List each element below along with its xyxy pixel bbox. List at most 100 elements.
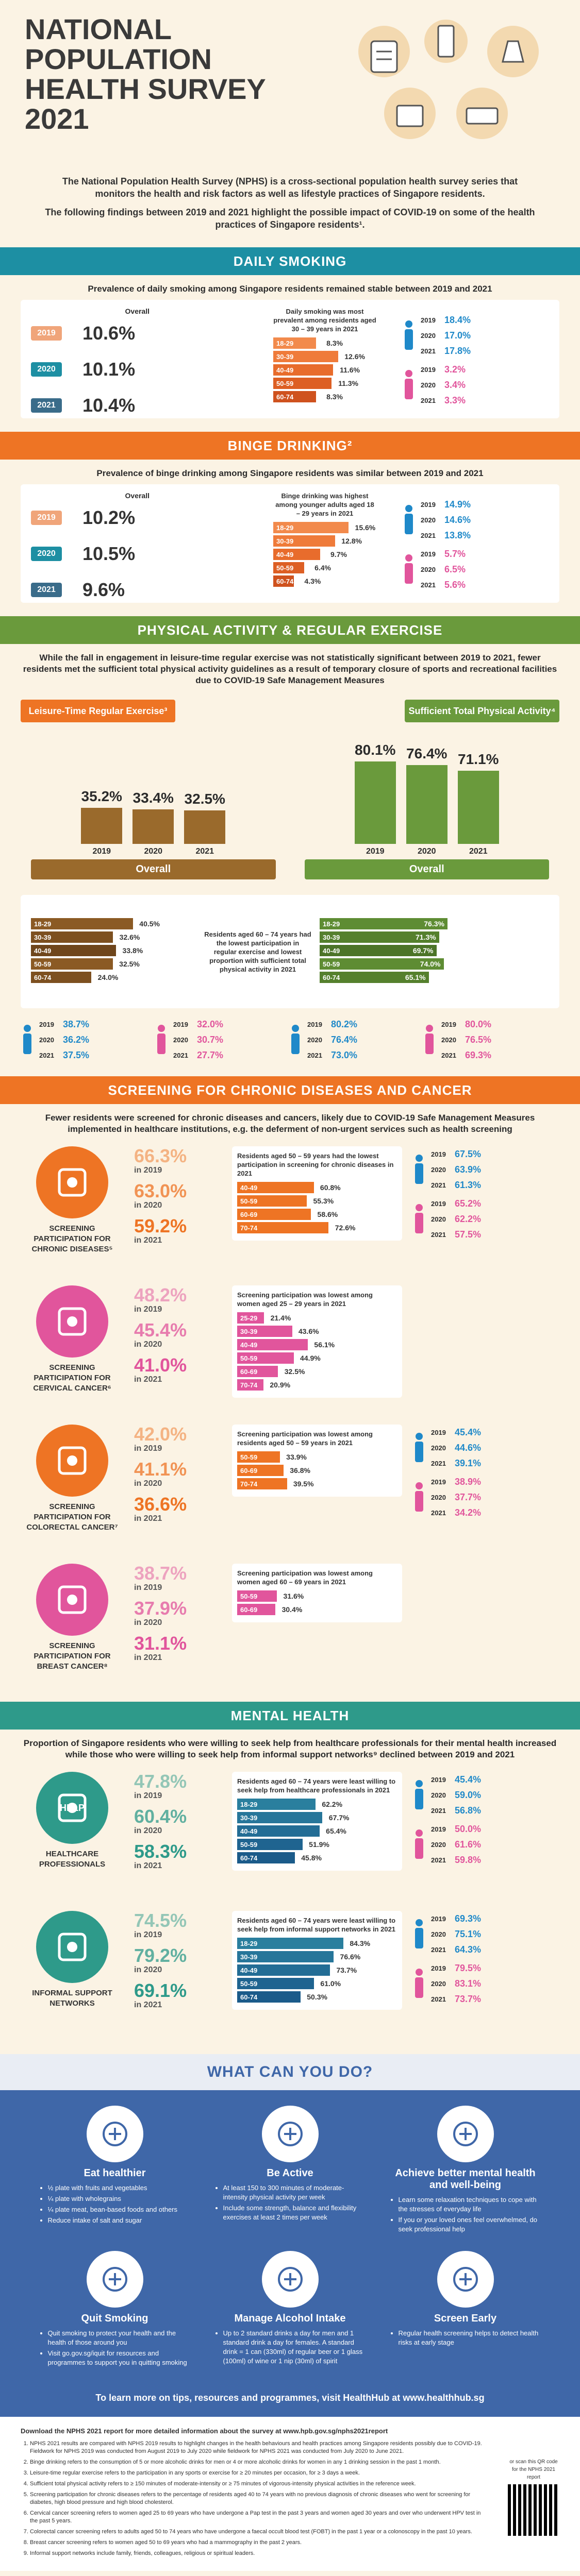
age-label: 60-74: [240, 1854, 258, 1862]
male-year: 2019: [431, 1428, 446, 1436]
smoking-years: 2019 10.6% 2020 10.1% 2021 10.4%: [31, 315, 165, 423]
bar-year: 2019: [92, 847, 111, 856]
screening-bars: Screening participation was lowest among…: [232, 1285, 402, 1398]
year-label: in 2021: [134, 1653, 162, 1662]
female-row: 2020 37.7%: [431, 1489, 481, 1505]
year-label: in 2021: [134, 1236, 162, 1245]
vertical-bar: 35.2% 2019: [81, 788, 123, 856]
male-row: 2021 64.3%: [431, 1942, 481, 1957]
age-label: 18-29: [240, 1939, 258, 1947]
year-percentage: 45.4%: [134, 1319, 187, 1341]
female-year: 2021: [441, 1051, 456, 1059]
age-bar: 60-74 50.3%: [237, 1991, 327, 2003]
male-value: 17.8%: [444, 345, 471, 356]
female-list: 2019 79.5% 2020 83.1% 2021 73.7%: [431, 1960, 481, 2007]
year-label: in 2019: [134, 1583, 162, 1592]
learn-more[interactable]: To learn more on tips, resources and pro…: [0, 2384, 580, 2417]
smoking-age-bars: 18-29 8.3% 30-39 12.6% 40-49 11.6% 50-59 11.3% 6…: [273, 337, 402, 402]
vertical-bar: 33.4% 2020: [132, 790, 174, 856]
female-year: 2021: [421, 396, 436, 404]
male-year: 2019: [431, 1775, 446, 1784]
age-label: 30-39: [276, 352, 294, 361]
female-row: 2019 5.7%: [421, 546, 466, 562]
bar-value: 35.2%: [81, 788, 122, 804]
male-value: 67.5%: [455, 1148, 482, 1159]
female-value: 30.7%: [197, 1034, 224, 1045]
male-wrap: 2019 45.4% 2020 44.6% 2021 39.1%: [412, 1425, 500, 1471]
age-value: 73.7%: [336, 1966, 357, 1974]
screening-subtitle: Fewer residents were screened for chroni…: [45, 1113, 535, 1134]
age-value: 36.8%: [290, 1466, 310, 1475]
male-year: 2021: [39, 1051, 54, 1059]
mental-block-left: INFORMAL SUPPORT NETWORKS: [21, 1911, 124, 2009]
overall-percentage: 10.2%: [82, 507, 136, 528]
male-row: 2021 37.5%: [39, 1047, 89, 1063]
age-value: 40.5%: [139, 920, 160, 928]
age-value: 33.8%: [122, 946, 143, 955]
wcyd-title: Eat healthier: [84, 2167, 146, 2179]
age-label: 50-59: [240, 1453, 258, 1461]
female-value: 50.0%: [455, 1823, 482, 1834]
year-percentage: 58.3%: [134, 1841, 187, 1862]
qr-code[interactable]: or scan this QR code for the NPHS 2021 r…: [508, 2458, 559, 2536]
age-label: 40-49: [34, 946, 52, 955]
footnote: Breast cancer screening refers to women …: [30, 2539, 485, 2547]
female-icon: [415, 1829, 423, 1859]
age-label: 30-39: [276, 537, 294, 545]
vertical-bar: 32.5% 2021: [184, 791, 226, 856]
year-stat: 74.5% in 2019: [134, 1911, 222, 1940]
wcyd-item: Achieve better mental health and well-be…: [378, 2100, 553, 2246]
binge-female: 2019 5.7% 2020 6.5% 2021 5.6%: [402, 546, 526, 592]
binge-subtitle: Prevalence of binge drinking among Singa…: [96, 468, 484, 478]
mental-block: HELP HEALTHCARE PROFESSIONALS 47.8% in 2019…: [0, 1766, 580, 1905]
age-bar: 50-59 44.9%: [237, 1352, 321, 1364]
screening-block: SCREENING PARTICIPATION FOR COLORECTAL C…: [0, 1418, 580, 1557]
download-link[interactable]: Download the NPHS 2021 report for more d…: [21, 2427, 388, 2435]
mental-years: 74.5% in 2019 79.2% in 2020 69.1% in 2021: [134, 1911, 222, 2016]
age-bar: 18-29 84.3%: [237, 1938, 370, 1949]
female-year: 2020: [431, 1493, 446, 1501]
mental-banner: MENTAL HEALTH: [0, 1702, 580, 1730]
male-year: 2019: [39, 1020, 54, 1028]
year-label: in 2019: [134, 1930, 162, 1939]
male-value: 73.0%: [331, 1049, 358, 1060]
age-bar: 50-59 32.5%: [31, 958, 140, 970]
screening-label: SCREENING PARTICIPATION FOR CERVICAL CAN…: [33, 1363, 111, 1393]
female-value: 3.4%: [444, 379, 466, 390]
year-label: in 2021: [134, 1514, 162, 1523]
footnote: Screening participation for chronic dise…: [30, 2491, 485, 2506]
wcyd-title: Quit Smoking: [81, 2313, 148, 2324]
male-year: 2019: [431, 1150, 446, 1158]
female-year: 2020: [421, 565, 436, 573]
age-bar: 30-39 67.7%: [237, 1812, 349, 1823]
year-percentage: 41.1%: [134, 1459, 187, 1480]
mental-gender: 2019 45.4% 2020 59.0% 2021 56.8% 2019 50.0% 2020…: [412, 1772, 500, 1868]
year-percentage: 37.9%: [134, 1598, 187, 1619]
age-value: 32.5%: [284, 1367, 305, 1376]
female-value: 79.5%: [455, 1962, 482, 1973]
male-value: 64.3%: [455, 1944, 482, 1955]
screening-age-bars: 50-59 33.9% 60-69 36.8% 70-74 39.5%: [237, 1451, 397, 1489]
male-year: 2019: [307, 1020, 322, 1028]
age-bar: 25-29 21.4%: [237, 1312, 291, 1324]
wcyd-point: If you or your loved ones feel overwhelm…: [399, 2215, 543, 2234]
male-group: 2019 69.3% 2020 75.1% 2021 64.3%: [412, 1911, 500, 1957]
screening-note: Residents aged 50 – 59 years had the low…: [237, 1152, 394, 1177]
screening-block-left: SCREENING PARTICIPATION FOR CERVICAL CAN…: [21, 1285, 124, 1394]
sufficient-age-bars: 18-29 76.3% 30-39 71.3% 40-49 69.7% 50-59 74.0%…: [320, 918, 485, 985]
age-bar: 40-49 60.8%: [237, 1182, 341, 1193]
male-value: 44.6%: [455, 1442, 482, 1453]
year-label: in 2020: [134, 1340, 162, 1349]
age-value: 65.1%: [405, 973, 426, 981]
intro-text: The National Population Health Survey (N…: [0, 170, 580, 247]
sufficient-female: 2019 80.0% 2020 76.5% 2021 69.3%: [423, 1016, 552, 1063]
male-row: 2020 44.6%: [431, 1440, 481, 1455]
wcyd-point: ¼ plate with wholegrains: [48, 2194, 192, 2204]
age-label: 25-29: [240, 1314, 258, 1322]
age-bar: 50-59 6.4%: [273, 562, 331, 573]
screening-bars: Screening participation was lowest among…: [232, 1425, 402, 1497]
smoking-banner: DAILY SMOKING: [0, 247, 580, 275]
age-value: 50.3%: [307, 1993, 327, 2001]
male-year: 2020: [431, 1791, 446, 1799]
wcyd-items: Eat healthier ½ plate with fruits and veg…: [0, 2090, 580, 2384]
